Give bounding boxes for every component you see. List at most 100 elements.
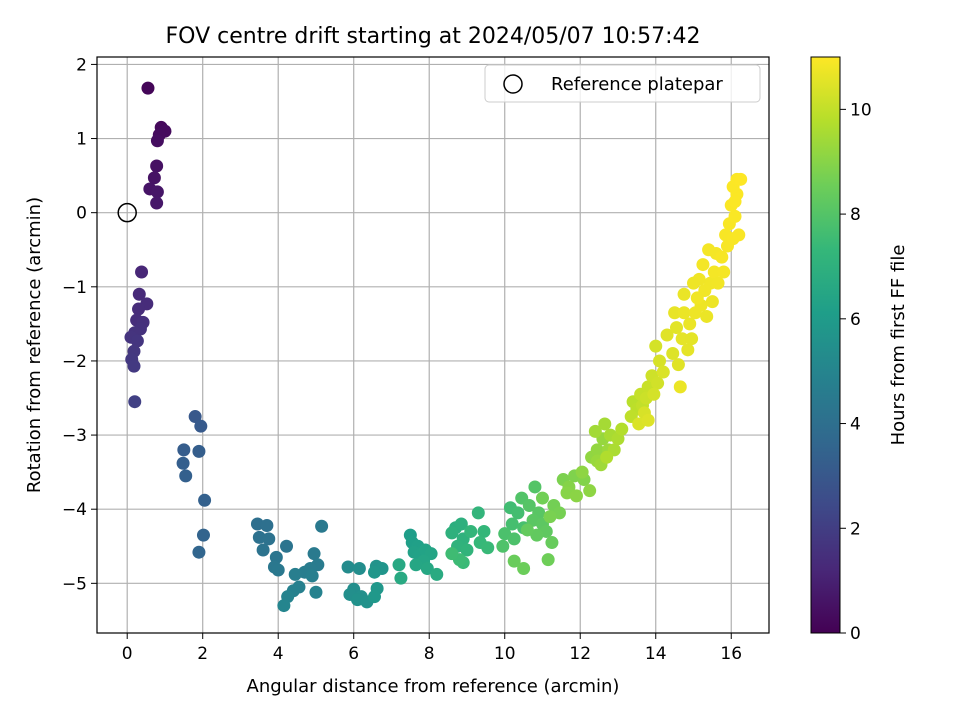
- x-axis: 0 2 4 6 8 10 12 14 16: [122, 633, 742, 664]
- data-point: [673, 380, 687, 394]
- data-point: [192, 545, 206, 559]
- y-gridlines: [97, 63, 769, 584]
- data-point: [505, 517, 519, 531]
- data-point: [271, 563, 285, 577]
- x-gridlines: [126, 57, 732, 633]
- reference-point-marker: [117, 202, 137, 223]
- data-point: [471, 506, 485, 520]
- data-point: [641, 413, 655, 427]
- y-tick-label: 2: [76, 55, 87, 75]
- y-tick-label: 0: [76, 204, 87, 224]
- data-point: [705, 295, 719, 309]
- data-point: [734, 172, 748, 186]
- data-point: [445, 547, 459, 561]
- data-point: [307, 547, 321, 561]
- data-point: [677, 306, 691, 320]
- y-tick-label: 1: [76, 130, 87, 150]
- data-point: [262, 532, 276, 546]
- x-tick-label: 4: [273, 644, 284, 664]
- data-point: [520, 523, 534, 537]
- data-point: [179, 469, 193, 483]
- data-point: [685, 332, 699, 346]
- data-point: [280, 539, 294, 553]
- data-point: [690, 291, 704, 305]
- data-point: [188, 410, 202, 424]
- data-point: [176, 456, 190, 470]
- data-point: [420, 562, 434, 576]
- legend-box: [484, 64, 761, 103]
- data-point: [367, 590, 381, 604]
- data-points: [124, 81, 748, 613]
- colorbar-gradient: [810, 56, 841, 634]
- data-point: [305, 569, 319, 583]
- data-point: [341, 560, 355, 574]
- data-point: [352, 562, 366, 576]
- legend: Reference platepar: [484, 64, 761, 103]
- data-point: [660, 328, 674, 342]
- data-point: [496, 539, 510, 553]
- x-tick-label: 0: [122, 644, 133, 664]
- y-tick-label: −5: [62, 574, 87, 594]
- data-point: [150, 185, 164, 199]
- data-point: [653, 354, 667, 368]
- data-point: [732, 228, 746, 242]
- y-tick-label: −2: [62, 352, 87, 372]
- data-point: [541, 553, 555, 567]
- data-point: [656, 365, 670, 379]
- data-point: [670, 321, 684, 335]
- x-tick-label: 10: [494, 644, 516, 664]
- data-point: [517, 562, 531, 576]
- data-point: [668, 306, 682, 320]
- data-point: [132, 302, 146, 316]
- data-point: [615, 422, 629, 436]
- data-point: [507, 554, 521, 568]
- data-point: [728, 195, 742, 209]
- data-point: [598, 417, 612, 431]
- x-tick-label: 12: [569, 644, 591, 664]
- x-tick-label: 2: [197, 644, 208, 664]
- data-point: [535, 491, 549, 505]
- data-point: [430, 567, 444, 581]
- data-point: [260, 519, 274, 533]
- data-point: [394, 571, 408, 585]
- data-point: [647, 387, 661, 401]
- data-point: [177, 443, 191, 457]
- colorbar-tick-label: 6: [850, 310, 861, 330]
- data-point: [315, 519, 329, 533]
- legend-marker: [503, 74, 523, 94]
- data-point: [192, 444, 206, 458]
- data-point: [130, 334, 144, 348]
- y-axis: −5 −4 −3 −2 −1 0 1 2: [62, 55, 97, 594]
- data-point: [150, 196, 164, 210]
- data-point: [460, 543, 474, 557]
- data-point: [198, 493, 212, 507]
- data-point: [392, 558, 406, 572]
- data-point: [702, 243, 716, 257]
- colorbar-ticks: 0 2 4 6 8 10: [840, 100, 872, 644]
- colorbar-label: Hours from first FF file: [888, 245, 909, 446]
- data-point: [528, 480, 542, 494]
- colorbar: 0 2 4 6 8 10 Hours from first FF file: [810, 56, 909, 644]
- data-point: [696, 258, 710, 272]
- colorbar-tick-label: 0: [850, 624, 861, 644]
- y-tick-label: −1: [62, 278, 87, 298]
- data-point: [477, 524, 491, 538]
- plot-frame: [96, 56, 770, 634]
- data-point: [132, 287, 146, 301]
- data-point: [127, 359, 141, 373]
- y-tick-label: −3: [62, 426, 87, 446]
- data-point: [707, 265, 721, 279]
- data-point: [600, 450, 614, 464]
- data-point: [728, 209, 742, 223]
- data-point: [141, 81, 155, 95]
- data-point: [445, 526, 459, 540]
- x-tick-label: 16: [720, 644, 742, 664]
- data-point: [666, 347, 680, 361]
- data-point: [409, 558, 423, 572]
- data-point: [522, 498, 536, 512]
- data-point: [711, 276, 725, 290]
- data-point: [583, 484, 597, 498]
- data-point: [700, 309, 714, 323]
- data-point: [590, 443, 604, 457]
